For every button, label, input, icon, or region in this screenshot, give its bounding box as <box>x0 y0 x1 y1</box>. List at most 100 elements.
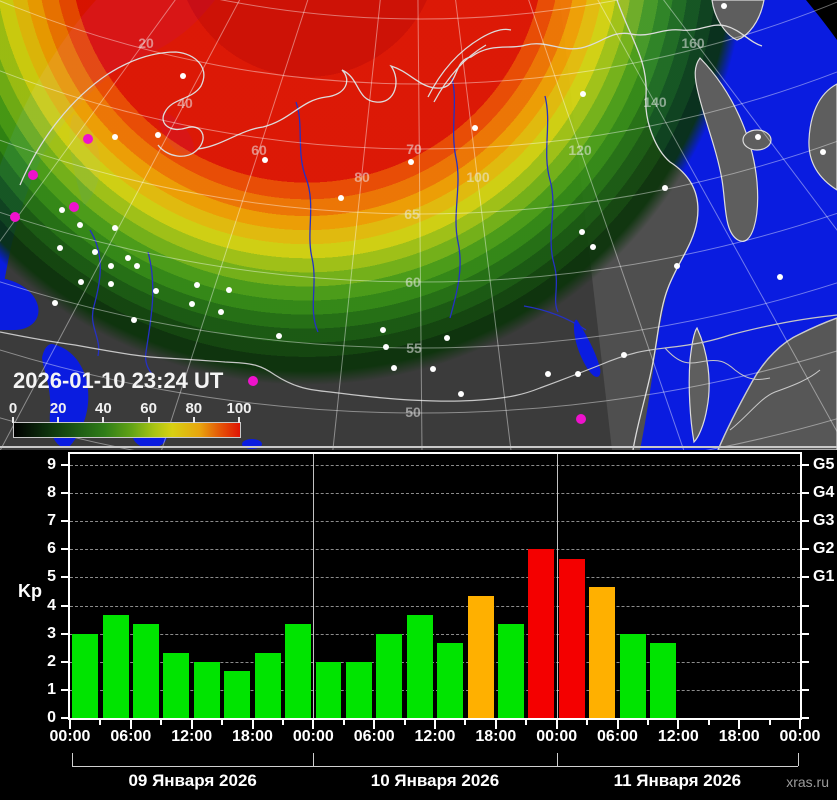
city-dot <box>226 287 232 293</box>
y-tick-label: 7 <box>47 512 56 530</box>
date-label: 10 Января 2026 <box>370 771 500 790</box>
x-tick <box>69 720 71 729</box>
city-dot <box>674 263 680 269</box>
x-tick <box>434 720 436 729</box>
colorbar-tick-mark <box>192 417 195 423</box>
y-tick-left <box>61 492 68 495</box>
y-tick-label: 4 <box>47 596 56 614</box>
latitude-label: 55 <box>406 340 422 356</box>
x-tick-label: 12:00 <box>171 728 213 745</box>
chukotka <box>711 0 765 41</box>
kp-bar <box>619 633 646 718</box>
x-tick <box>768 720 771 725</box>
city-dot <box>155 132 161 138</box>
date-bracket-tick <box>313 753 315 766</box>
colorbar-tick-label: 80 <box>185 400 203 417</box>
x-tick <box>221 720 224 725</box>
gscale-label-g2: G2 <box>813 540 835 558</box>
y-tick-right <box>802 717 809 719</box>
lake-baikal <box>574 319 601 377</box>
y-tick-left <box>61 520 68 523</box>
map-svg <box>0 0 837 450</box>
y-tick-left <box>61 548 68 551</box>
city-dot <box>383 344 389 350</box>
axis-top <box>68 452 802 454</box>
station-dot <box>83 134 93 144</box>
day-divider <box>556 454 558 718</box>
gridline-kp4 <box>70 605 800 607</box>
x-tick <box>464 720 467 725</box>
city-dot <box>777 274 783 280</box>
gscale-label-g5: G5 <box>813 456 835 473</box>
station-dot <box>576 414 586 424</box>
x-tick-label: 00:00 <box>49 728 91 745</box>
y-tick-right <box>802 688 809 691</box>
y-tick-label: 9 <box>47 456 56 473</box>
caspian-sea <box>42 344 89 448</box>
kp-bar <box>406 614 433 718</box>
far-east-land <box>688 0 837 450</box>
y-tick-left <box>61 717 68 719</box>
date-bracket <box>72 766 798 767</box>
x-tick-label: 00:00 <box>292 728 334 745</box>
city-dot <box>430 366 436 372</box>
city-dot <box>92 249 98 255</box>
y-tick-label: 1 <box>47 680 56 698</box>
city-dot <box>218 309 224 315</box>
y-tick-label: 3 <box>47 624 56 642</box>
city-dot <box>338 195 344 201</box>
gscale-label-g4: G4 <box>813 484 835 502</box>
y-tick-right <box>802 632 809 635</box>
map-overlays: 70 65 60 55 50 20 40 60 80 100 120 140 160 <box>10 3 826 424</box>
y-tick-label: 8 <box>47 484 56 502</box>
y-tick-right <box>802 464 809 466</box>
y-tick-left <box>61 660 68 663</box>
x-tick-label: 18:00 <box>232 728 273 745</box>
colorbar-tick-label: 60 <box>140 400 157 417</box>
station-dot <box>248 376 258 386</box>
latitude-label: 50 <box>405 404 421 420</box>
x-tick <box>738 720 741 729</box>
x-tick-label: 06:00 <box>597 728 638 745</box>
colorbar-tick-mark <box>238 417 240 423</box>
gscale-label-g1: G1 <box>813 568 835 586</box>
kp-bar <box>650 642 677 718</box>
city-dot <box>820 149 826 155</box>
graticule <box>0 0 837 450</box>
longitude-label: 120 <box>568 142 592 158</box>
x-tick <box>616 720 619 729</box>
x-tick <box>160 720 163 725</box>
y-tick-left <box>61 688 68 691</box>
black-sea <box>0 278 39 330</box>
x-tick <box>403 720 406 725</box>
city-dot <box>108 281 114 287</box>
kp-bar <box>193 661 220 718</box>
city-dot <box>662 185 668 191</box>
map-timestamp: 2026-01-10 23:24 UT <box>13 368 224 393</box>
axis-left <box>68 452 70 720</box>
pacific-coast <box>616 0 699 450</box>
kp-bar <box>133 624 159 718</box>
kp-bar <box>376 633 403 718</box>
latitude-label: 65 <box>404 206 420 222</box>
x-tick-label: 06:00 <box>110 728 152 745</box>
x-tick <box>646 720 649 725</box>
sakhalin <box>688 326 710 444</box>
gridline-kp6 <box>70 549 800 551</box>
x-tick <box>99 720 102 725</box>
x-tick <box>555 720 558 729</box>
station-dot <box>10 212 20 222</box>
kp-bar <box>558 558 585 718</box>
city-dot <box>621 352 627 358</box>
x-tick <box>342 720 345 725</box>
y-tick-right <box>802 520 809 523</box>
y-tick-right <box>802 492 809 495</box>
x-tick <box>677 720 680 729</box>
date-label: 09 Января 2026 <box>128 771 257 790</box>
city-dot <box>444 335 450 341</box>
x-tick <box>129 720 132 729</box>
gridline-kp8 <box>70 493 800 495</box>
city-dot <box>52 300 58 306</box>
y-tick-right <box>802 548 809 551</box>
